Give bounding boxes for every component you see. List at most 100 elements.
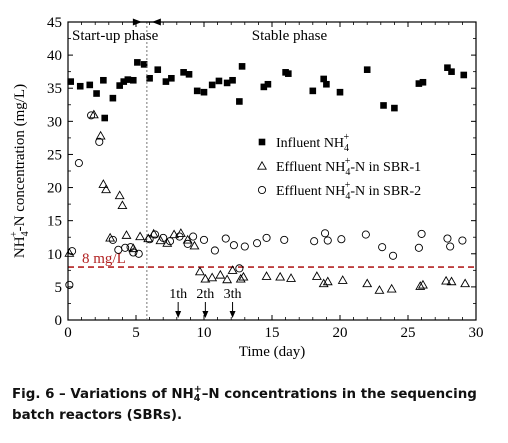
figure-caption: Fig. 6 – Variations of NH +4 –N concentrat… <box>12 384 500 426</box>
y-axis-title: NH4+-N concentration (mg/L) <box>9 84 31 258</box>
influent-point <box>264 80 272 88</box>
influent-point <box>180 69 187 76</box>
y-tick-label: 10 <box>47 247 62 263</box>
influent-point <box>285 70 292 77</box>
legend-label-sup: + <box>345 156 351 167</box>
y-tick-label: 30 <box>47 114 62 130</box>
sbr2-point <box>121 243 130 252</box>
legend-marker <box>258 138 266 146</box>
x-tick-label: 15 <box>265 325 280 341</box>
sbr2-point <box>229 241 238 250</box>
sbr1-point <box>286 273 297 282</box>
influent-point <box>124 76 132 83</box>
legend-marker <box>257 185 267 195</box>
sbr2-point <box>280 235 289 244</box>
sbr1-point <box>362 278 373 288</box>
x-tick-label: 0 <box>64 325 72 341</box>
influent-point <box>120 78 128 85</box>
sbr2-point <box>414 243 423 252</box>
influent-point <box>391 104 398 112</box>
influent-point <box>162 78 170 85</box>
sbr2-point <box>320 229 330 238</box>
caption-sub: 4 <box>193 393 201 404</box>
sbr2-point <box>310 237 319 246</box>
markers <box>64 59 471 294</box>
phase-arrow-left <box>132 18 142 26</box>
sbr1-point <box>318 278 329 288</box>
sbr1-point <box>105 232 116 242</box>
caption-ion-script: +4 <box>193 385 202 404</box>
influent-point <box>100 76 107 84</box>
legend-label-sub: 4 <box>344 143 349 154</box>
threshold-label: 8 mg/L <box>82 251 126 267</box>
legend-label-sub: 4 <box>345 167 350 178</box>
x-axis-title: Time (day) <box>239 344 306 360</box>
influent-point <box>146 74 153 82</box>
sbr2-point <box>65 280 74 289</box>
y-axis-title-pre: NH <box>12 236 28 258</box>
sbr1-point <box>275 271 286 281</box>
sbr1-point <box>117 200 128 210</box>
sbr1-point <box>128 243 139 253</box>
sbr2-point <box>262 233 271 242</box>
sbr2-point <box>145 235 154 244</box>
sbr1-point <box>207 272 218 282</box>
sbr1-point <box>169 229 180 239</box>
y-tick-label: 40 <box>47 48 62 64</box>
sbr2-point <box>108 235 117 244</box>
influent-point <box>76 82 84 90</box>
sbr1-point <box>200 273 211 283</box>
influent-point <box>193 87 201 95</box>
sbr2-point <box>458 236 467 245</box>
x-tick-label: 25 <box>401 325 416 341</box>
influent-point <box>86 81 94 89</box>
influent-point <box>185 71 193 78</box>
sbr1-point <box>227 265 238 274</box>
sbr1-point <box>64 248 75 257</box>
influent-point <box>140 61 148 68</box>
influent-point <box>323 80 330 88</box>
legend-label: Influent NH4+ <box>276 132 349 154</box>
sbr1-point <box>189 240 200 250</box>
sbr1-point <box>114 190 125 200</box>
sbr2-point <box>189 232 198 241</box>
influent-point <box>154 66 162 73</box>
threshold-layer: 8 mg/L <box>68 251 476 268</box>
sbr1-point <box>162 238 173 247</box>
sbr2-point <box>210 246 219 255</box>
y-tick-label: 35 <box>47 81 62 97</box>
phase-label: Stable phase <box>252 28 328 44</box>
influent-point <box>215 77 223 85</box>
sbr1-point <box>374 285 385 294</box>
sbr1-point <box>194 266 205 276</box>
sbr1-point <box>182 234 193 244</box>
sbr2-point <box>337 235 346 244</box>
sbr1-point <box>135 231 146 241</box>
x-tick-label: 10 <box>197 325 212 341</box>
legend-marker <box>257 160 267 170</box>
sbr2-point <box>199 235 209 244</box>
caption-text-post: –N concentrations in the sequencing batc… <box>12 387 477 423</box>
influent-point <box>168 74 175 82</box>
sbr1-point <box>98 179 109 188</box>
sbr1-point <box>101 184 112 194</box>
chart: 8 mg/L 0 5 10 15 20 25 30 0 5 10 15 20 25 30 35 40 45 Ti… <box>9 15 484 360</box>
sbr2-point <box>252 239 262 248</box>
legend-label: Effluent NH4+-N in SBR-2 <box>276 180 421 202</box>
sbr2-point <box>183 239 192 248</box>
legend-label-pre: Effluent NH <box>276 184 345 199</box>
influent-point <box>200 88 208 96</box>
sbr2-point <box>388 251 398 260</box>
influent-point <box>223 79 231 87</box>
influent-point <box>129 76 137 84</box>
influent-point <box>419 78 427 86</box>
sbr1-point <box>222 274 233 284</box>
influent-point <box>380 102 387 109</box>
sbr2-point <box>159 233 168 242</box>
sbr2-point <box>417 229 426 238</box>
influent-point <box>260 83 268 91</box>
sbr2-point <box>165 237 175 246</box>
influent-point <box>309 87 317 95</box>
sbr1-point <box>311 271 322 280</box>
influent-point <box>208 81 216 89</box>
